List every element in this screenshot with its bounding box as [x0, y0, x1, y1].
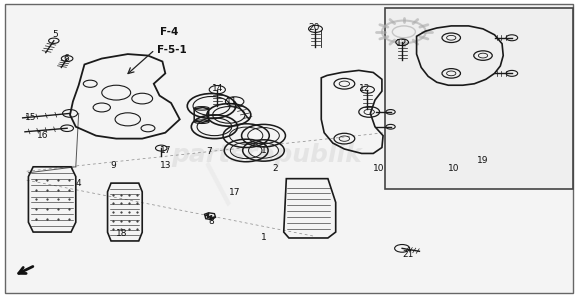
- Text: partsrepublik: partsrepublik: [171, 143, 362, 167]
- Text: F-5-1: F-5-1: [157, 45, 187, 55]
- Text: 11: 11: [226, 97, 237, 106]
- Text: 17: 17: [160, 146, 171, 155]
- Text: F-4: F-4: [160, 27, 178, 37]
- Text: 8: 8: [208, 217, 214, 226]
- Text: 16: 16: [37, 131, 49, 140]
- Text: 12: 12: [397, 39, 408, 48]
- Text: /: /: [195, 159, 246, 210]
- Text: 1: 1: [261, 146, 266, 155]
- Text: 18: 18: [116, 229, 128, 238]
- Bar: [385, 8, 573, 189]
- Text: 17: 17: [229, 187, 240, 196]
- Text: 12: 12: [359, 84, 371, 93]
- Text: 5: 5: [53, 30, 58, 39]
- Text: 13: 13: [160, 161, 171, 170]
- Text: 4: 4: [76, 179, 82, 188]
- Text: 10: 10: [448, 164, 460, 173]
- Text: 19: 19: [477, 156, 489, 165]
- Text: 20: 20: [309, 23, 320, 32]
- Text: 10: 10: [373, 164, 385, 173]
- Text: 9: 9: [111, 161, 116, 170]
- Text: 14: 14: [211, 84, 223, 93]
- Text: 2: 2: [272, 164, 278, 173]
- Text: 1: 1: [261, 234, 266, 243]
- Text: 6: 6: [63, 54, 69, 63]
- Text: 7: 7: [206, 148, 211, 156]
- Text: 21: 21: [402, 250, 413, 259]
- Text: 15: 15: [25, 113, 36, 122]
